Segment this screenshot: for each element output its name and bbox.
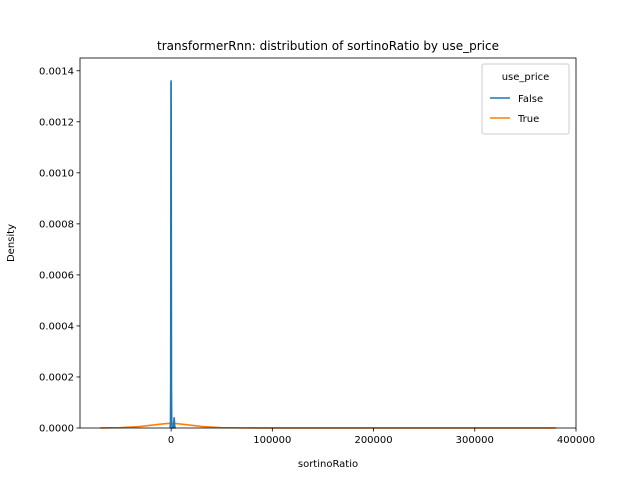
y-tick-label: 0.0008 [39, 219, 74, 230]
legend-label-false: False [518, 94, 543, 105]
x-tick-label: 400000 [557, 435, 595, 446]
chart-title: transformerRnn: distribution of sortinoR… [157, 39, 499, 53]
y-tick-label: 0.0012 [39, 117, 74, 128]
legend-box [481, 63, 570, 135]
y-tick-label: 0.0014 [39, 66, 74, 77]
y-axis: 0.0000 0.0002 0.0004 0.0006 0.0008 0.0010 0.00… [39, 66, 80, 435]
x-tick-label: 100000 [253, 435, 291, 446]
series-line-false [169, 80, 176, 429]
x-tick-label: 300000 [456, 435, 494, 446]
y-tick-label: 0.0010 [39, 168, 74, 179]
plot-frame [79, 57, 577, 429]
y-tick-label: 0.0002 [39, 372, 74, 383]
x-axis: 0 100000 200000 300000 400000 [168, 428, 595, 446]
y-tick-label: 0.0004 [39, 321, 74, 332]
legend-label-true: True [517, 114, 539, 125]
series-line-true [100, 422, 556, 429]
y-tick-label: 0.0006 [39, 270, 74, 281]
y-axis-label: Density [6, 224, 17, 262]
x-tick-label: 0 [168, 435, 174, 446]
legend: use_price False True [481, 63, 570, 135]
legend-title: use_price [502, 72, 550, 83]
x-axis-label: sortinoRatio [298, 459, 358, 470]
y-tick-label: 0.0000 [39, 424, 74, 435]
x-tick-label: 200000 [354, 435, 392, 446]
